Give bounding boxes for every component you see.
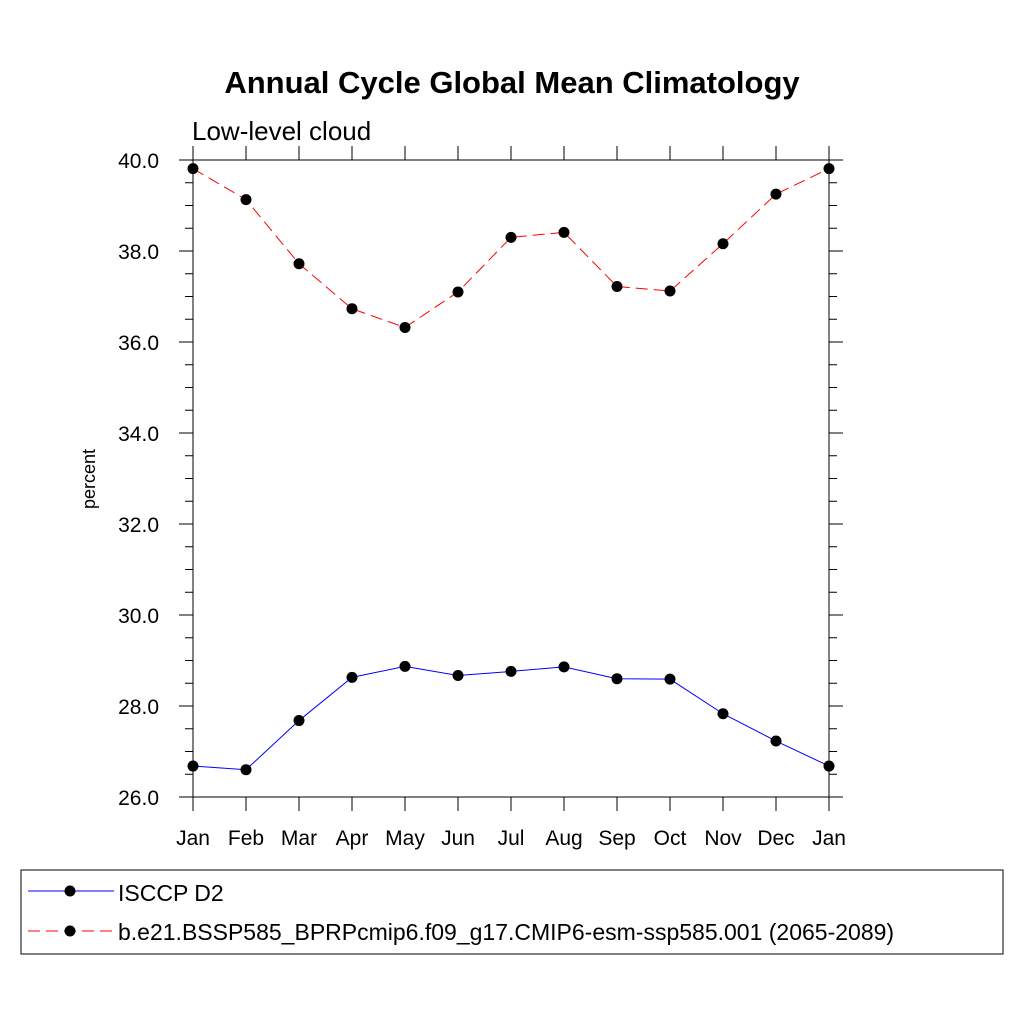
y-axis-label: percent — [79, 449, 99, 509]
axis-ticks — [179, 146, 843, 811]
data-point — [823, 760, 835, 772]
data-point — [823, 163, 835, 175]
legend-marker — [64, 925, 76, 937]
data-point — [187, 163, 199, 175]
data-point — [558, 661, 570, 673]
x-tick-label: Oct — [654, 827, 687, 850]
data-point — [717, 708, 729, 720]
data-point — [558, 226, 570, 238]
y-tick-label: 32.0 — [118, 514, 159, 537]
y-tick-labels: 26.0 28.0 30.0 32.0 34.0 36.0 38.0 40.0 — [118, 150, 159, 810]
y-tick-label: 28.0 — [118, 696, 159, 719]
data-point — [770, 188, 782, 200]
data-point — [611, 673, 623, 685]
x-tick-label: Dec — [757, 827, 794, 850]
series-line-1 — [192, 168, 830, 328]
data-point — [293, 258, 305, 270]
x-tick-label: Nov — [704, 827, 742, 850]
series-line-0 — [192, 665, 830, 771]
y-tick-label: 34.0 — [118, 423, 159, 446]
x-tick-label: Aug — [545, 827, 582, 850]
x-tick-label: Sep — [598, 827, 635, 850]
x-tick-label: May — [385, 827, 425, 850]
data-point — [505, 665, 517, 677]
legend-marker — [64, 885, 76, 897]
x-tick-label: Jan — [176, 827, 210, 850]
y-tick-label: 38.0 — [118, 241, 159, 264]
legend-label-model: b.e21.BSSP585_BPRPcmip6.f09_g17.CMIP6-es… — [118, 919, 894, 945]
legend-entries — [28, 885, 114, 937]
data-point — [293, 715, 305, 727]
series-group — [187, 163, 835, 776]
plot-frame — [192, 159, 830, 798]
legend-box — [20, 869, 1004, 955]
chart-subtitle: Low-level cloud — [192, 116, 371, 146]
data-point — [346, 671, 358, 683]
x-tick-labels: Jan Feb Mar Apr May Jun Jul Aug Sep Oct … — [176, 827, 846, 850]
data-point — [399, 660, 411, 672]
legend-label-isccp: ISCCP D2 — [118, 880, 224, 906]
y-tick-label: 36.0 — [118, 332, 159, 355]
y-tick-label: 26.0 — [118, 787, 159, 810]
data-point — [611, 280, 623, 292]
y-tick-label: 40.0 — [118, 150, 159, 173]
data-point — [346, 303, 358, 315]
data-point — [717, 238, 729, 250]
data-point — [452, 286, 464, 298]
data-point — [187, 760, 199, 772]
data-point — [452, 670, 464, 682]
data-point — [770, 735, 782, 747]
x-tick-label: Feb — [228, 827, 264, 850]
y-tick-label: 30.0 — [118, 605, 159, 628]
x-tick-label: Apr — [336, 827, 369, 850]
legend: ISCCP D2 b.e21.BSSP585_BPRPcmip6.f09_g17… — [20, 869, 1004, 955]
x-tick-label: Jun — [441, 827, 475, 850]
x-tick-label: Jul — [498, 827, 525, 850]
data-point — [240, 194, 252, 206]
x-tick-label: Mar — [281, 827, 317, 850]
data-point — [399, 321, 411, 333]
data-point — [505, 231, 517, 243]
data-point — [664, 285, 676, 297]
data-point — [664, 673, 676, 685]
data-point — [240, 764, 252, 776]
chart-title: Annual Cycle Global Mean Climatology — [224, 65, 800, 100]
x-tick-label: Jan — [812, 827, 846, 850]
